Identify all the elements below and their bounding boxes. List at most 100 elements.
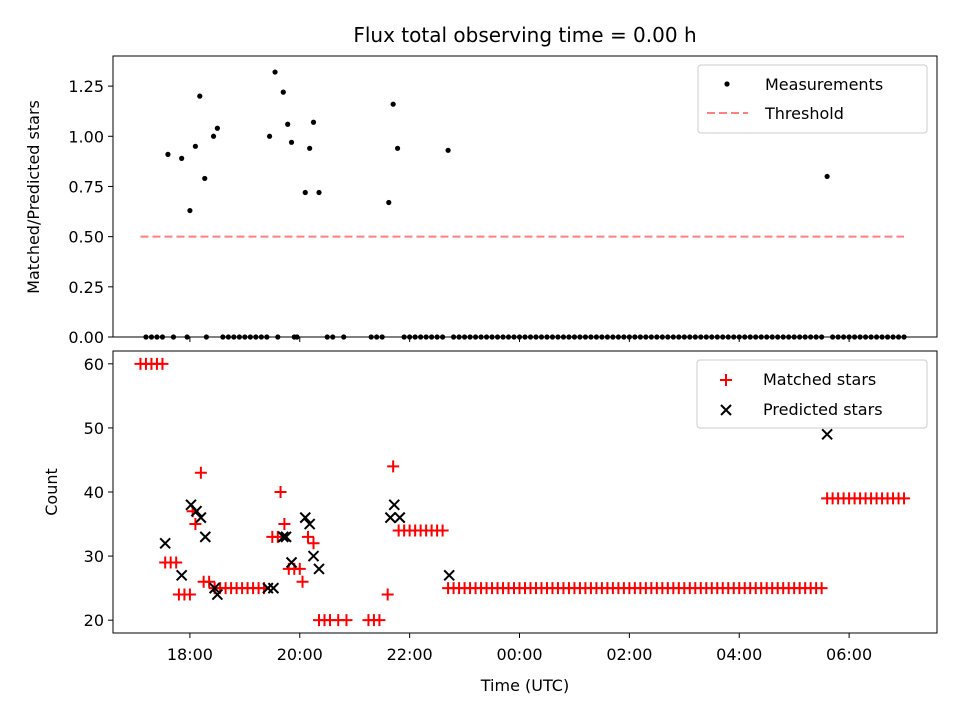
measurement-point [202,175,208,182]
matched-point [271,530,284,543]
bottom-panel-marks [134,357,911,627]
top-legend: Measurements Threshold [697,64,928,134]
matched-point [381,588,394,601]
x-tick-label: 00:00 [496,645,542,664]
matched-point [436,524,449,537]
measurement-point [316,189,322,196]
matched-point [170,556,183,569]
measurement-point [192,143,198,149]
y-tick-label: 1.25 [68,77,104,96]
predicted-point [443,569,455,582]
matched-point [387,460,400,473]
measurement-point [302,189,308,196]
y-tick-label: 30 [84,547,104,566]
y-tick-label: 0.00 [68,328,104,347]
matched-point [203,575,216,588]
y-tick-label: 0.75 [68,177,104,196]
predicted-point [303,518,316,530]
matched-point [274,486,287,498]
bottom-legend: Matched stars Predicted stars [696,359,928,429]
predicted-point [199,531,211,543]
legend-measurements-marker [724,81,730,87]
x-tick-label: 20:00 [277,645,323,664]
matched-point [815,582,828,595]
legend-matched-label: Matched stars [763,370,876,389]
predicted-point [175,569,188,582]
predicted-point [159,537,171,549]
top-panel-frame [112,55,938,338]
y-tick-label: 1.00 [68,127,104,146]
legend-predicted-label: Predicted stars [763,400,883,419]
matched-point [296,575,309,588]
predicted-point [821,428,833,441]
matched-point [278,518,291,531]
bottom-panel-y-axis-label: Count [42,468,61,516]
x-tick-label: 04:00 [716,645,762,664]
measurement-point [445,147,451,153]
measurement-point [310,119,317,125]
matched-point [156,357,169,370]
measurement-point [266,133,273,139]
measurement-point [394,145,401,151]
bottom-panel-y-ticks: 20 30 40 50 60 [84,355,113,630]
predicted-point [307,550,320,562]
measurement-point [197,93,203,99]
matched-point [194,466,207,479]
bottom-legend-frame [696,359,928,429]
measurement-point [390,101,396,107]
predicted-point [280,531,292,543]
predicted-point [384,511,397,524]
measurement-point [285,121,291,127]
top-panel-y-axis-label: Matched/Predicted stars [24,100,43,294]
y-tick-label: 50 [84,419,104,438]
measurement-point [386,199,392,206]
bottom-panel: 20 30 40 50 60 18:00 20:00 22:00 00:00 02:00 04:0… [42,350,938,695]
matched-point [293,562,306,575]
matched-point [302,530,315,543]
predicted-point [208,582,221,594]
matched-point [183,588,196,601]
x-tick-label: 02:00 [606,645,652,664]
y-tick-label: 40 [84,483,104,502]
measurement-point [187,207,193,214]
measurement-point [288,139,295,145]
predicted-point [388,499,400,511]
chart-title: Flux total observing time = 0.00 h [353,23,696,47]
legend-predicted-marker [720,404,732,416]
top-panel-y-ticks: 0.00 0.25 0.50 0.75 1.00 1.25 [68,77,113,347]
predicted-point [313,563,325,575]
y-tick-label: 0.25 [68,278,104,297]
y-tick-label: 20 [84,611,104,630]
predicted-point [190,505,203,517]
matched-point [340,614,353,627]
x-tick-label: 18:00 [167,645,213,664]
predicted-point [299,511,311,524]
x-tick-label: 06:00 [826,645,872,664]
measurement-point [824,173,830,180]
measurement-point [272,69,278,75]
matched-point [898,492,911,505]
y-tick-label: 60 [84,355,104,374]
x-tick-label: 22:00 [387,645,433,664]
top-panel: 0.00 0.25 0.50 0.75 1.00 1.25 Matched/Predict… [24,55,938,347]
x-axis-label: Time (UTC) [480,676,569,695]
measurement-point [179,155,185,161]
top-legend-frame [697,64,928,134]
predicted-point [277,531,290,543]
matched-point [189,518,202,531]
bottom-panel-x-ticks: 18:00 20:00 22:00 00:00 02:00 04:00 06:00 [167,633,872,664]
measurement-point [210,133,217,139]
legend-matched-marker [720,374,732,386]
legend-measurements-label: Measurements [765,75,883,94]
matched-point [373,614,386,627]
measurement-point [165,151,171,157]
measurement-point [214,125,220,131]
predicted-point [267,582,280,594]
predicted-point [195,511,207,524]
measurement-point [307,145,313,151]
measurement-point [280,89,286,95]
legend-threshold-label: Threshold [764,104,844,123]
top-panel-x-ticks [189,337,850,342]
predicted-point [211,588,224,601]
